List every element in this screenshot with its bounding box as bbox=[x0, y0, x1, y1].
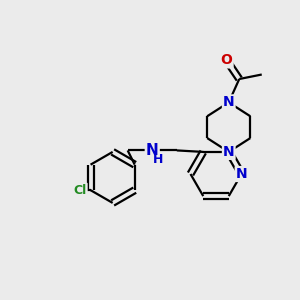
Text: N: N bbox=[146, 143, 159, 158]
Text: Cl: Cl bbox=[74, 184, 87, 197]
Text: H: H bbox=[152, 153, 163, 166]
Text: N: N bbox=[223, 145, 235, 159]
Text: N: N bbox=[236, 167, 247, 181]
Text: N: N bbox=[223, 95, 235, 110]
Text: O: O bbox=[221, 53, 232, 68]
